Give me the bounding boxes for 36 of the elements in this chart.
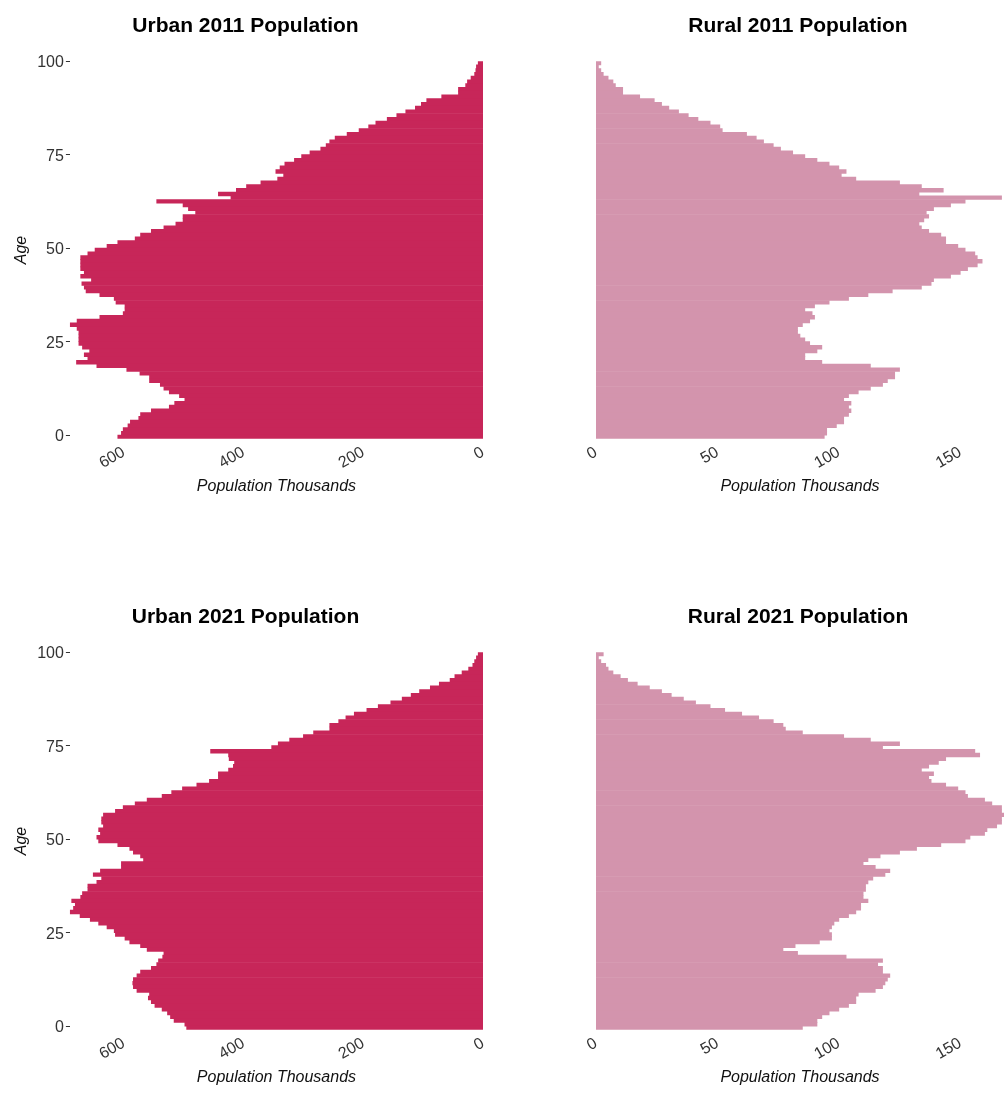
y-tick-label: 0 bbox=[54, 1018, 64, 1036]
x-tick-label: 150 bbox=[932, 1033, 965, 1062]
chart-title: Urban 2021 Population bbox=[131, 604, 360, 628]
y-tick-label: 25 bbox=[46, 924, 64, 942]
chart-title: Urban 2011 Population bbox=[132, 13, 359, 37]
y-axis-title: Age bbox=[12, 235, 30, 266]
x-tick-label: 0 bbox=[583, 442, 600, 462]
x-tick-label: 50 bbox=[697, 1033, 722, 1058]
x-tick-label: 200 bbox=[335, 442, 368, 471]
x-axis-title: Population Thousands bbox=[720, 476, 880, 494]
x-axis-title: Population Thousands bbox=[196, 476, 357, 494]
chart-title: Rural 2011 Population bbox=[688, 13, 908, 37]
x-tick-label: 200 bbox=[335, 1033, 368, 1062]
x-axis-title: Population Thousands bbox=[720, 1067, 880, 1085]
x-tick-label: 100 bbox=[810, 442, 843, 471]
x-axis-title: Population Thousands bbox=[196, 1067, 357, 1085]
y-tick-label: 75 bbox=[46, 737, 64, 755]
x-tick-label: 400 bbox=[215, 1033, 248, 1062]
y-tick-label: 100 bbox=[37, 644, 64, 662]
y-tick-label: 100 bbox=[37, 53, 64, 71]
x-tick-label: 600 bbox=[95, 442, 128, 471]
x-tick-label: 0 bbox=[470, 442, 487, 462]
y-tick-label: 50 bbox=[46, 831, 64, 849]
x-tick-label: 600 bbox=[95, 1033, 128, 1062]
y-tick-label: 50 bbox=[46, 240, 64, 258]
x-tick-label: 0 bbox=[470, 1033, 487, 1053]
chart-title: Rural 2021 Population bbox=[687, 604, 909, 628]
x-tick-label: 0 bbox=[583, 1033, 600, 1053]
y-tick-label: 75 bbox=[46, 146, 64, 164]
y-axis-title: Age bbox=[12, 826, 30, 857]
x-tick-label: 100 bbox=[810, 1033, 843, 1062]
x-tick-label: 50 bbox=[697, 442, 722, 467]
x-tick-label: 150 bbox=[932, 442, 965, 471]
x-tick-label: 400 bbox=[215, 442, 248, 471]
y-tick-label: 0 bbox=[54, 427, 64, 445]
y-tick-label: 25 bbox=[46, 333, 64, 351]
